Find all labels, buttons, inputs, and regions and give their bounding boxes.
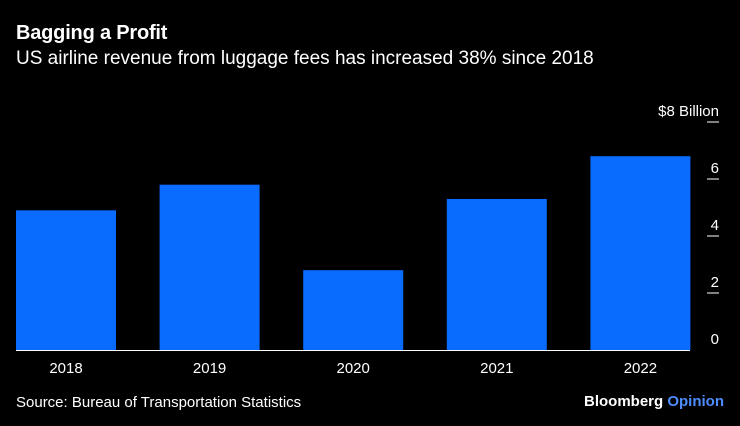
x-tick-label-2018: 2018 <box>49 360 82 377</box>
brand-logo: Bloomberg Opinion <box>584 393 724 410</box>
y-tick-label-4: 4 <box>711 217 719 234</box>
x-tick-label-2021: 2021 <box>480 360 513 377</box>
bar-2021 <box>446 198 547 350</box>
y-tick-label-0: 0 <box>711 331 719 348</box>
brand-accent: Opinion <box>667 393 724 410</box>
x-tick-label-2020: 2020 <box>337 360 370 377</box>
y-tick-label-6: 6 <box>711 160 719 177</box>
bar-2022 <box>590 156 691 350</box>
source-note: Source: Bureau of Transportation Statist… <box>16 394 302 411</box>
bar-2018 <box>16 210 116 350</box>
x-tick-label-2022: 2022 <box>624 360 657 377</box>
x-tick-label-2019: 2019 <box>193 360 226 377</box>
chart-subtitle: US airline revenue from luggage fees has… <box>16 48 594 69</box>
chart-title: Bagging a Profit <box>16 22 168 44</box>
y-tick-label-8: $8 Billion <box>658 103 719 120</box>
bar-2020 <box>303 270 404 350</box>
bar-2019 <box>159 184 260 350</box>
brand-main: Bloomberg <box>584 393 664 410</box>
y-tick-label-2: 2 <box>711 274 719 291</box>
